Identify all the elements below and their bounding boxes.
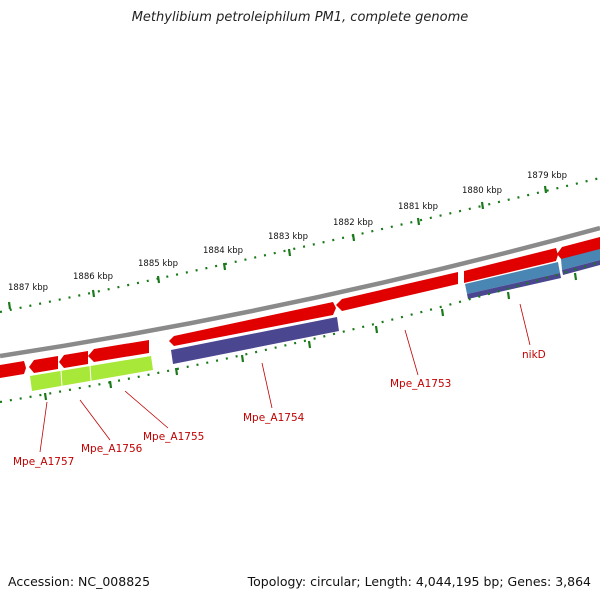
genome-summary-text: Topology: circular; Length: 4,044,195 bp…: [247, 574, 591, 589]
accession-text: Accession: NC_008825: [8, 574, 151, 589]
gene-label-mpe-a1753: Mpe_A1753: [390, 378, 451, 390]
ruler-label: 1885 kbp: [138, 259, 178, 269]
gene-label-mpe-a1757: Mpe_A1757: [13, 456, 74, 468]
protein-bar-green: [30, 356, 153, 391]
ruler-label: 1882 kbp: [333, 218, 373, 228]
outer-ruler: [0, 176, 600, 314]
cds-arrow: [29, 356, 58, 373]
ruler-label: 1884 kbp: [203, 246, 243, 256]
ruler-labels: 1879 kbp 1880 kbp 1881 kbp 1882 kbp 1883…: [8, 171, 567, 293]
protein-bar-blue: [561, 249, 600, 270]
ruler-label: 1883 kbp: [268, 232, 308, 242]
gene-label-mpe-a1754: Mpe_A1754: [243, 412, 305, 424]
cds-arrow: [0, 361, 26, 378]
cds-arrow: [557, 237, 600, 260]
cds-arrow: [59, 351, 88, 368]
cds-arrow: [464, 248, 558, 283]
genome-backbone: [0, 225, 600, 359]
ruler-label: 1880 kbp: [462, 186, 502, 196]
gene-label-mpe-a1756: Mpe_A1756: [81, 443, 143, 455]
cds-track: [0, 237, 600, 378]
protein-bar-blue: [465, 262, 560, 294]
ruler-label: 1886 kbp: [73, 272, 113, 282]
cds-arrow: [169, 302, 336, 346]
ruler-label: 1887 kbp: [8, 283, 48, 293]
protein-bar-dark: [171, 317, 339, 364]
gene-labels: Mpe_A1757 Mpe_A1756 Mpe_A1755 Mpe_A1754 …: [13, 349, 546, 468]
map-title: Methylibium petroleiphilum PM1, complete…: [131, 10, 469, 25]
ruler-label: 1879 kbp: [527, 171, 567, 181]
cds-arrow: [336, 272, 458, 311]
gene-label-nikd: nikD: [522, 349, 546, 361]
gene-label-mpe-a1755: Mpe_A1755: [143, 431, 204, 443]
inner-ruler: [0, 260, 600, 404]
label-leaders: [39, 303, 531, 453]
cds-arrow: [88, 340, 149, 362]
ruler-label: 1881 kbp: [398, 202, 438, 212]
protein-bar-dark: [562, 260, 600, 275]
